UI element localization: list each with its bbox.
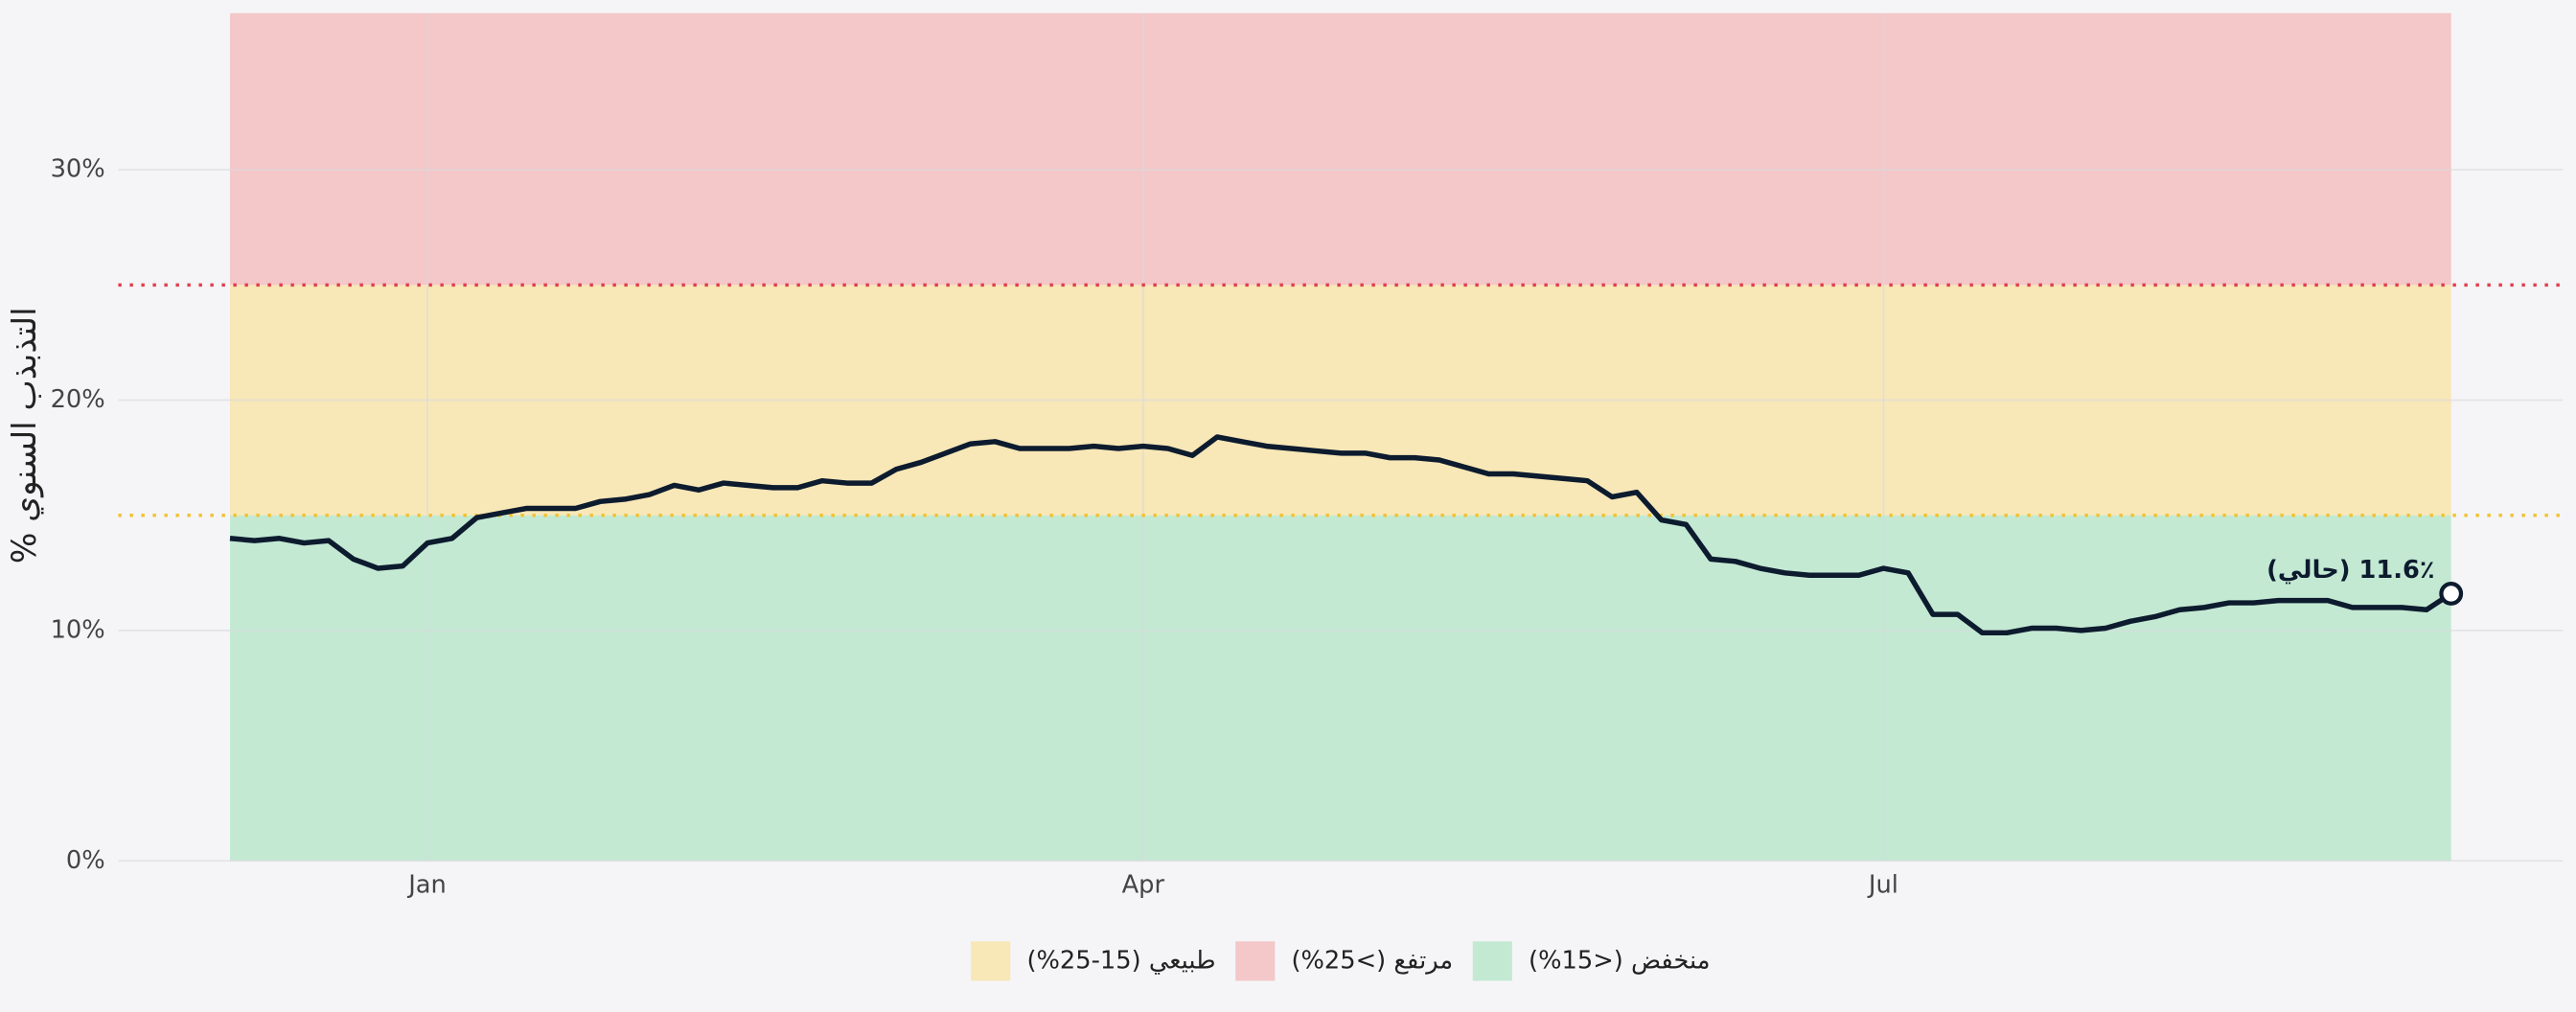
y-axis-label: التذبذب السنوي % xyxy=(6,307,44,564)
legend-swatch xyxy=(1472,941,1512,981)
band xyxy=(230,12,2451,286)
legend: طبيعي (15-25%) مرتفع (>25%) منخفض (<15%) xyxy=(971,941,1711,981)
bands xyxy=(230,12,2451,862)
y-tick-label: 0% xyxy=(66,846,105,875)
y-tick-label: 30% xyxy=(51,155,105,184)
current-point xyxy=(2439,582,2464,606)
y-tick-label: 10% xyxy=(51,615,105,644)
x-tick-label: Jan xyxy=(406,870,447,899)
y-tick-label: 20% xyxy=(51,385,105,414)
legend-swatch xyxy=(1235,941,1276,981)
legend-label: مرتفع (>25%) xyxy=(1291,946,1453,975)
grid xyxy=(118,12,2564,862)
x-tick-label: Jul xyxy=(1867,870,1898,899)
annotation: 11.6٪ (حالي) xyxy=(2266,556,2434,585)
legend-label: منخفض (<15%) xyxy=(1529,946,1711,975)
marks xyxy=(229,434,2464,636)
legend-swatch xyxy=(971,941,1011,981)
line xyxy=(229,434,2453,636)
x-tick-label: Apr xyxy=(1122,870,1165,899)
legend-label: طبيعي (15-25%) xyxy=(1026,946,1215,975)
band xyxy=(230,515,2451,862)
